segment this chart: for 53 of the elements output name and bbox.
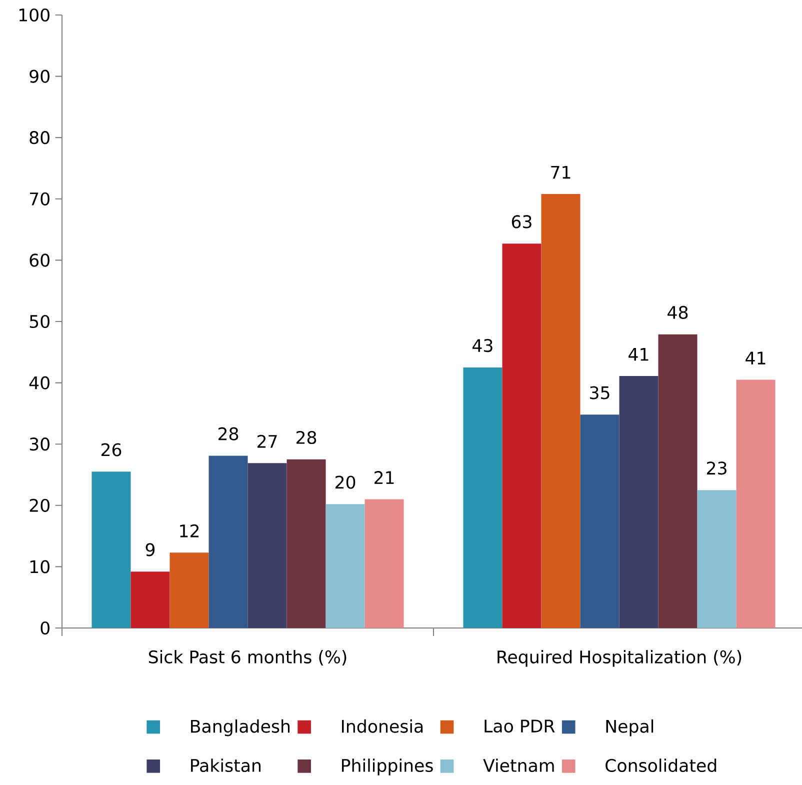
legend-label: Lao PDR: [484, 720, 555, 733]
data-label: 41: [746, 352, 766, 364]
bar: [463, 367, 502, 628]
x-tick-label: Required Hospitalization (%): [498, 650, 742, 667]
data-label: 26: [101, 443, 122, 456]
y-tick-label: 90: [30, 70, 50, 83]
legend-label: Nepal: [606, 719, 654, 736]
data-label: 63: [512, 215, 532, 228]
data-label: 35: [590, 386, 610, 400]
y-tick-label: 40: [29, 376, 50, 390]
bar: [286, 459, 326, 628]
data-label: 23: [707, 462, 726, 475]
x-tick-label: Sick Past 6 months (%): [148, 650, 346, 666]
legend-label: Consolidated: [606, 758, 716, 772]
data-label: 28: [296, 430, 316, 444]
bar: [658, 334, 698, 628]
y-tick-label: 100: [19, 8, 50, 22]
bar: [326, 504, 365, 628]
bar: [92, 472, 131, 628]
bar: [736, 380, 776, 628]
y-tick-label: 0: [40, 621, 50, 635]
y-tick-label: 50: [30, 314, 50, 328]
bar: [541, 194, 580, 628]
legend-label: Bangladesh: [191, 719, 290, 736]
bar: [248, 463, 287, 628]
data-label: 9: [146, 543, 155, 556]
data-label: 27: [258, 434, 277, 448]
data-label: 21: [374, 471, 394, 484]
data-label: 20: [336, 476, 356, 489]
y-tick-label: 60: [30, 254, 50, 267]
data-label: 48: [668, 306, 688, 319]
y-tick-label: 70: [30, 192, 50, 206]
bar: [364, 499, 404, 628]
legend-label: Indonesia: [342, 719, 423, 733]
y-tick-label: 80: [30, 131, 50, 144]
data-label: 71: [551, 166, 570, 179]
data-label: 12: [180, 524, 199, 538]
bar: [697, 490, 736, 628]
bar: [502, 244, 542, 628]
bar: [619, 376, 658, 628]
legend-label: Pakistan: [191, 758, 260, 772]
bar: [580, 414, 620, 628]
data-label: 41: [628, 348, 648, 361]
legend-label: Vietnam: [483, 758, 554, 772]
y-tick-label: 30: [30, 438, 50, 451]
y-tick-label: 20: [30, 498, 50, 512]
bar: [170, 552, 209, 628]
data-label: 28: [218, 427, 238, 440]
y-tick-label: 10: [30, 560, 50, 574]
bar: [208, 456, 248, 628]
legend-label: Philippines: [342, 758, 433, 776]
data-label: 43: [472, 338, 492, 352]
bar: [130, 572, 170, 628]
